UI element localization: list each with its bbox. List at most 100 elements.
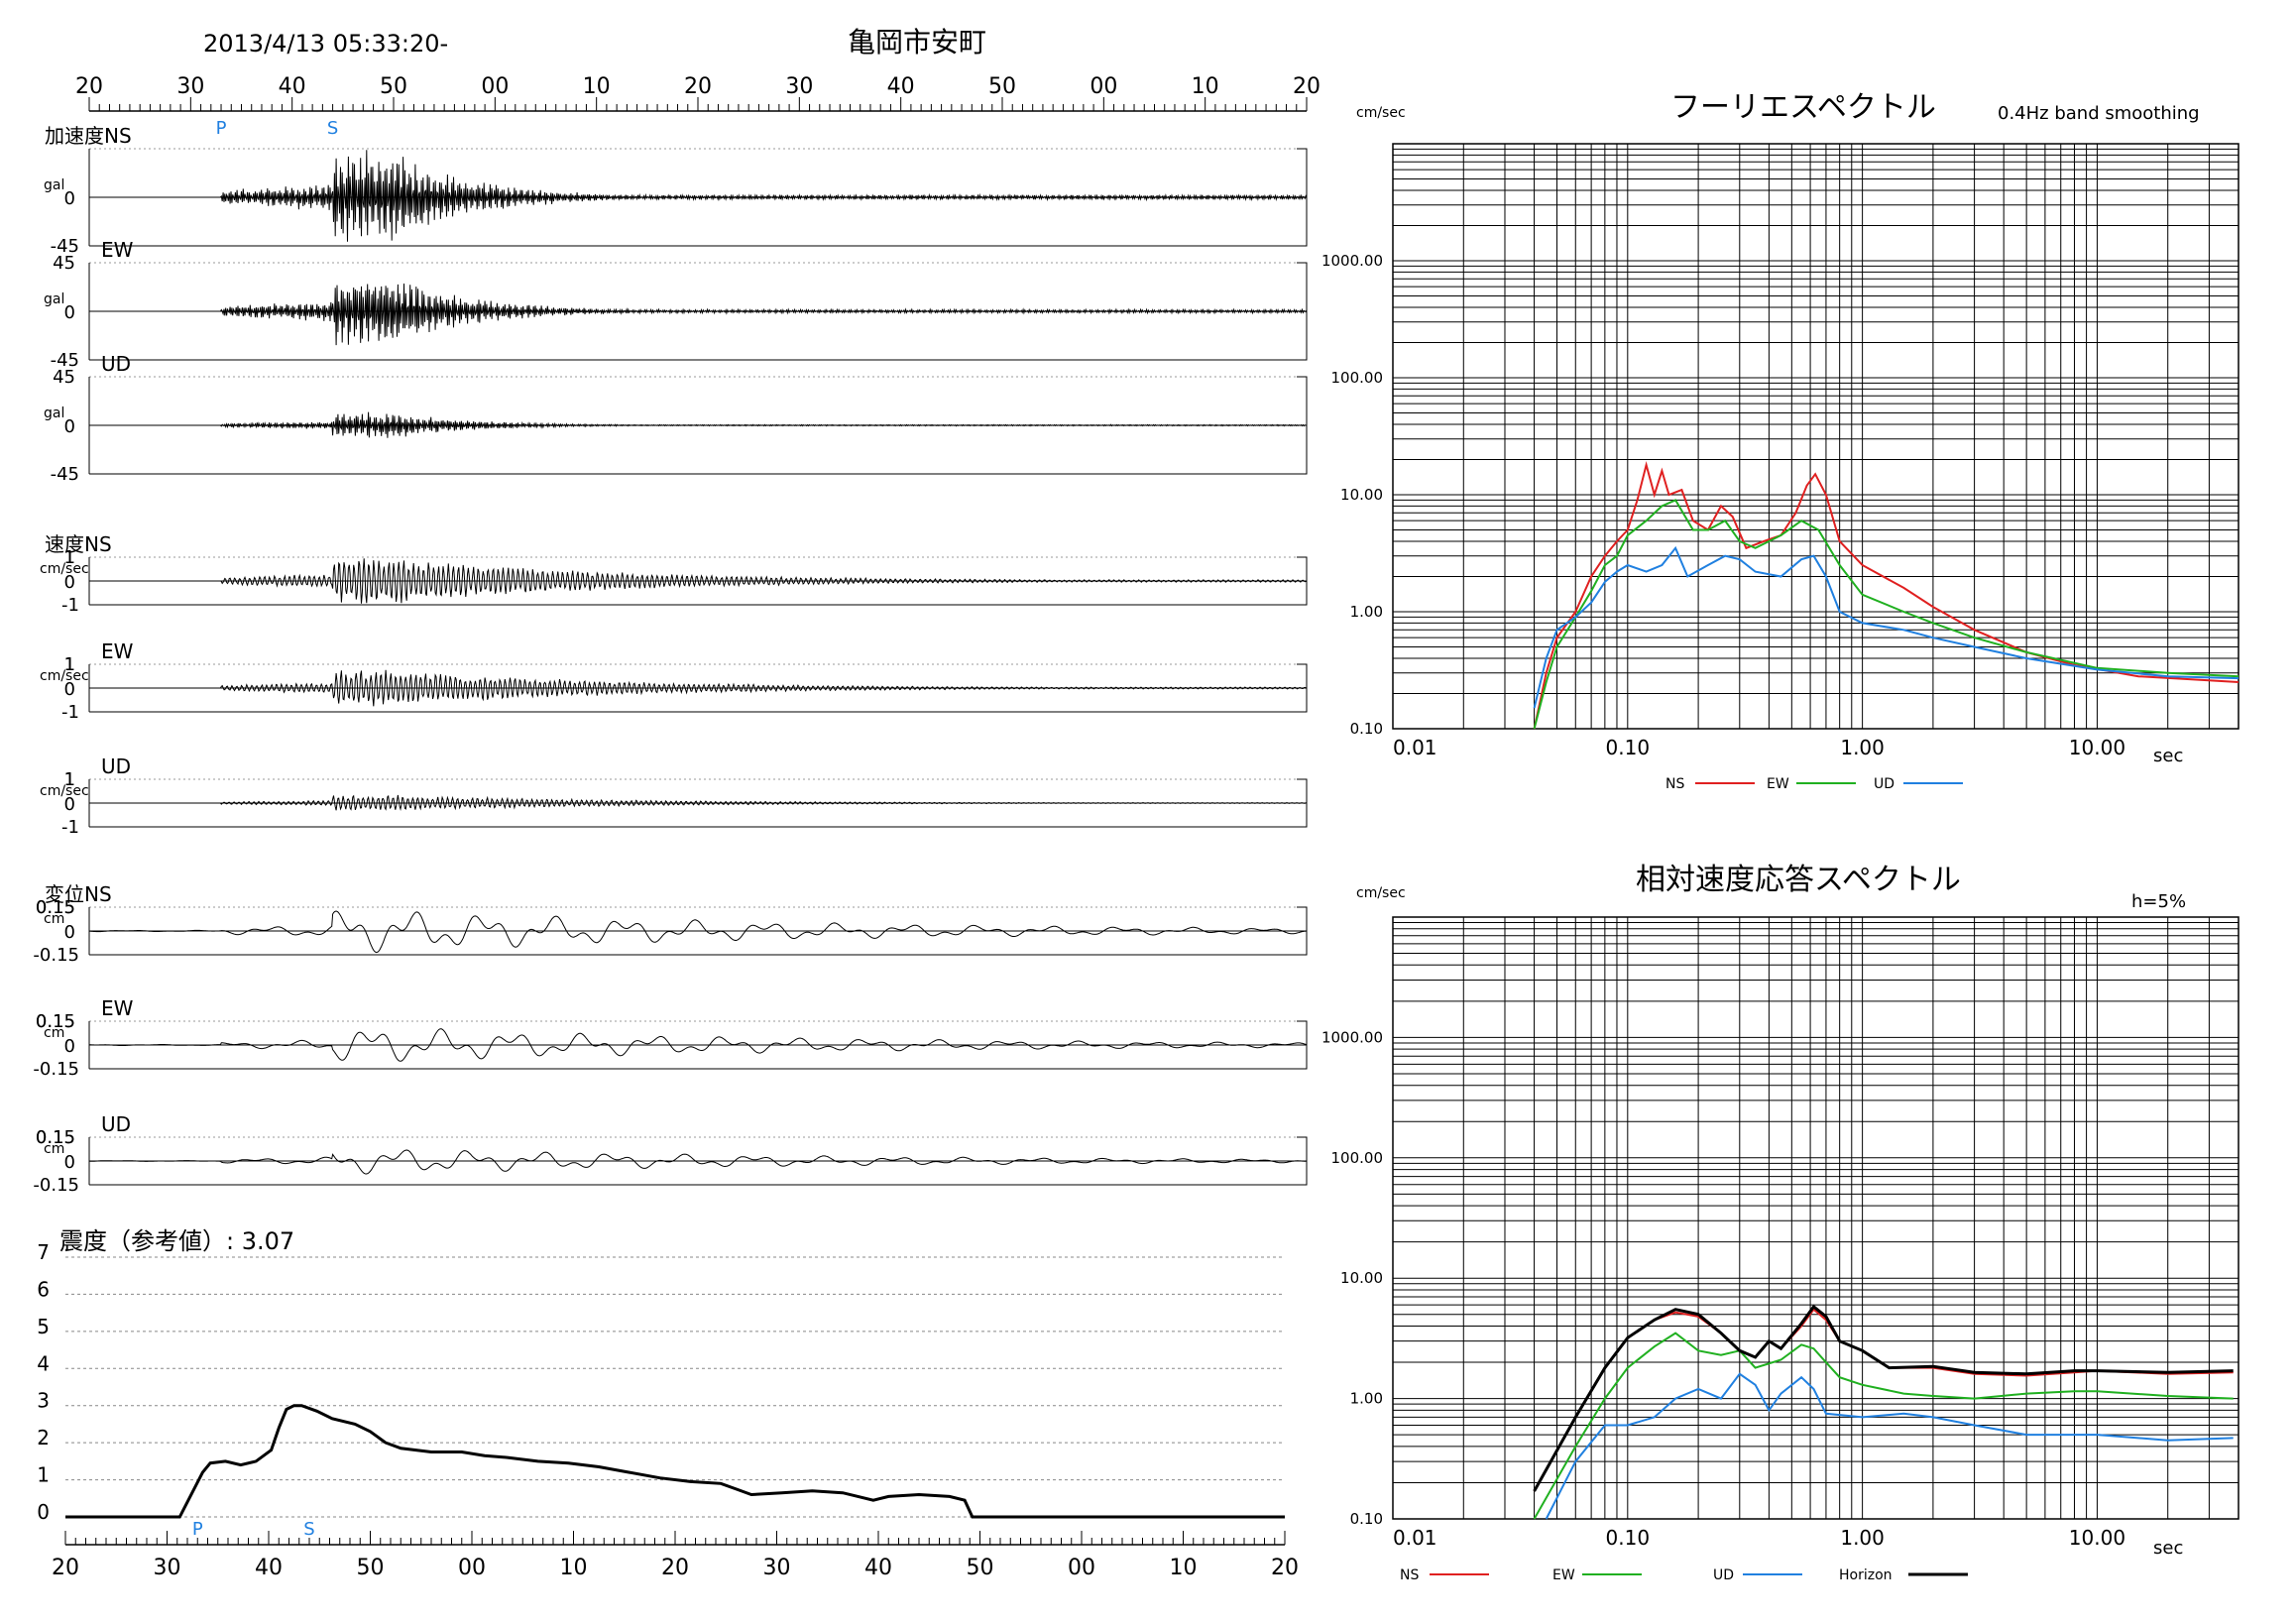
range-top-label: 1 [64,547,75,568]
range-zero-label: 0 [64,922,75,943]
range-bottom-label: -45 [51,464,79,485]
series-line-ew [1533,1332,2234,1520]
station-name: 亀岡市安町 [848,26,986,58]
intensity-axis-label: 50 [967,1556,994,1580]
range-top-label: 45 [53,367,75,388]
range-top-label: 1 [64,547,75,568]
y-tick-label: 10.00 [1340,486,1383,504]
range-top-label: 0.15 [36,1127,75,1148]
intensity-axis-label: 00 [1068,1556,1095,1580]
range-top-label: 1 [64,769,75,790]
intensity-tick-label: 5 [37,1315,50,1338]
top-axis-label: 50 [988,74,1016,99]
top-axis-label: 00 [1090,74,1117,99]
intensity-p-marker: P [192,1519,203,1540]
range-zero-label: 0 [64,188,75,209]
fourier-xunit: sec [2153,746,2183,766]
plot-frame [1392,143,2239,730]
component-label: 加速度NS [45,124,132,148]
waveform-trace [89,150,1308,242]
series-line-ns [1533,1308,2234,1492]
y-tick-label: 0.10 [1350,720,1383,738]
component-label: 速度NS [45,532,112,556]
x-tick-label: 0.01 [1393,1526,1437,1550]
legend-label-ew: EW [1552,1567,1575,1583]
series-line-ud [1533,545,2239,709]
intensity-axis-label: 20 [52,1556,79,1580]
range-zero-label: 0 [64,1036,75,1057]
unit-label: gal [44,177,64,193]
intensity-axis-label: 40 [255,1556,283,1580]
waveform-trace [89,558,1308,604]
response-spectrum-chart: 0.01 0.10 1.00 10.00 0.10 1.00 10.00 100.00 1000… [1321,916,2239,1550]
intensity-axis-label: 50 [357,1556,385,1580]
x-tick-label: 10.00 [2069,1526,2125,1550]
unit-label: cm [44,911,64,927]
response-subtitle: h=5% [2131,891,2186,912]
top-axis-label: 10 [1192,74,1219,99]
component-label: EW [101,996,134,1020]
intensity-tick-label: 7 [37,1240,50,1264]
intensity-tick-label: 4 [37,1351,50,1375]
response-legend: NS EW UD Horizon [1400,1567,1968,1583]
intensity-axis-label: 40 [864,1556,892,1580]
range-zero-label: 0 [64,302,75,323]
range-zero-label: 0 [64,794,75,815]
x-tick-label: 1.00 [1840,1526,1885,1550]
unit-label: cm [44,1025,64,1041]
response-yunit: cm/sec [1356,885,1406,901]
range-bottom-label: -45 [51,350,79,371]
waveform-trace [89,283,1308,346]
record-datetime: 2013/4/13 05:33:20- [203,30,448,58]
x-tick-label: 0.10 [1606,736,1651,759]
top-axis-label: 30 [176,74,204,99]
x-tick-label: 0.01 [1393,736,1437,759]
waveform-trace [89,1028,1308,1062]
component-label: 変位NS [45,882,112,906]
intensity-s-marker: S [303,1519,314,1540]
intensity-tick-label: 0 [37,1500,50,1524]
range-bottom-label: -0.15 [33,945,79,966]
range-zero-label: 0 [64,679,75,700]
intensity-axis-label: 20 [1271,1556,1299,1580]
response-title: 相対速度応答スペクトル [1636,863,1961,897]
x-tick-label: 1.00 [1840,736,1885,759]
y-tick-label: 1000.00 [1321,1028,1383,1046]
waveform-trace [89,910,1307,954]
series-line-ew [1533,499,2239,730]
range-bottom-label: -0.15 [33,1175,79,1196]
top-axis-label: 20 [75,74,103,99]
top-axis-label: 10 [583,74,611,99]
intensity-axis-label: 10 [560,1556,588,1580]
range-top-label: 1 [64,654,75,675]
response-xunit: sec [2153,1538,2183,1559]
intensity-tick-label: 6 [37,1277,50,1301]
legend-label-horizon: Horizon [1839,1567,1893,1583]
top-axis-label: 20 [684,74,712,99]
range-zero-label: 0 [64,416,75,437]
legend-label-ns: NS [1400,1567,1419,1583]
legend-label-ns: NS [1665,776,1684,792]
top-axis-label: 30 [785,74,813,99]
range-bottom-label: -1 [61,702,79,723]
intensity-tick-label: 3 [37,1389,50,1413]
top-time-axis: 20 30 40 50 00 10 20 30 40 50 00 10 20 P S [75,74,1320,139]
series-line-ns [1533,460,2239,730]
range-top-label: 0.15 [36,1127,75,1148]
x-tick-label: 0.10 [1606,1526,1651,1550]
legend-label-ew: EW [1767,776,1789,792]
intensity-series-line [65,1404,1285,1519]
intensity-title: 震度（参考値）: 3.07 [59,1227,294,1255]
top-axis-label: 00 [481,74,509,99]
s-arrival-marker: S [327,118,338,139]
range-bottom-label: -45 [51,236,79,257]
range-zero-label: 0 [64,572,75,593]
